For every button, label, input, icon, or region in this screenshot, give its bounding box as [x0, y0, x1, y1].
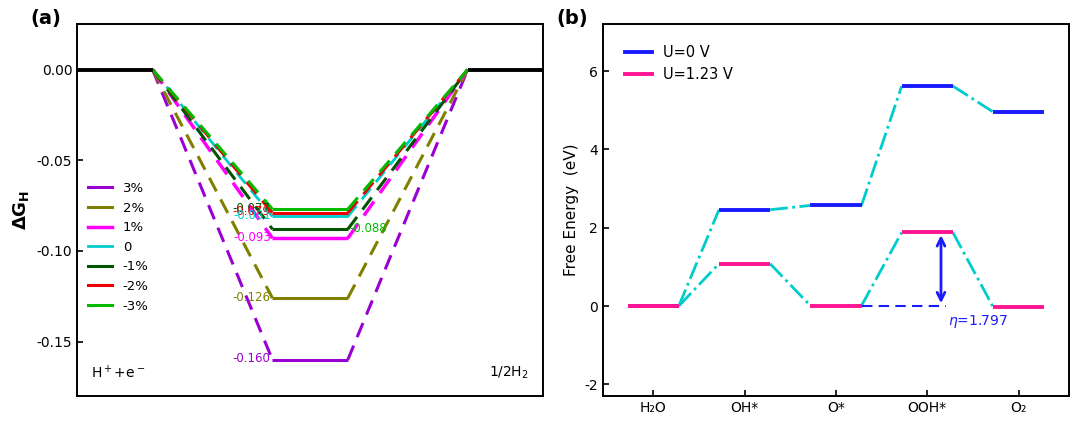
Legend: U=0 V, U=1.23 V: U=0 V, U=1.23 V: [620, 39, 739, 88]
Text: -0.126: -0.126: [232, 291, 271, 304]
Text: -0.088: -0.088: [350, 222, 387, 235]
Text: 1/2H$_2$: 1/2H$_2$: [489, 365, 529, 381]
Text: (b): (b): [556, 9, 588, 29]
Text: (a): (a): [30, 9, 62, 29]
Text: -0.093: -0.093: [233, 231, 271, 244]
Text: -0.077: -0.077: [233, 202, 271, 215]
Text: H$^+$+e$^-$: H$^+$+e$^-$: [91, 364, 146, 381]
Text: -0.079: -0.079: [233, 205, 271, 219]
Y-axis label: Free Energy  (eV): Free Energy (eV): [564, 144, 579, 276]
Text: -0.081: -0.081: [233, 209, 271, 222]
Legend: 3%, 2%, 1%, 0, -1%, -2%, -3%: 3%, 2%, 1%, 0, -1%, -2%, -3%: [89, 182, 149, 313]
Y-axis label: $\mathbf{\Delta G_H}$: $\mathbf{\Delta G_H}$: [11, 190, 31, 230]
Text: $\eta$=1.797: $\eta$=1.797: [948, 313, 1008, 330]
Text: -0.160: -0.160: [233, 352, 271, 366]
